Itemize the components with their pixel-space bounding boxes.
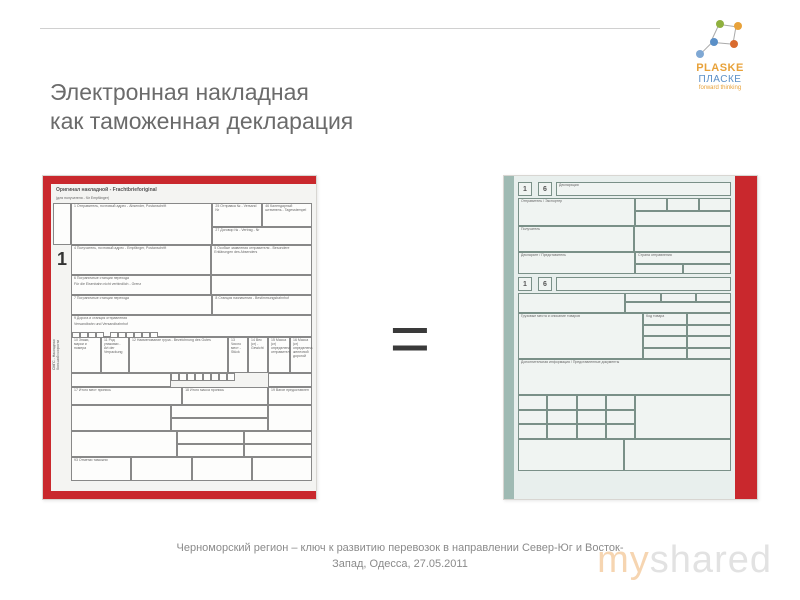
cd-docs: Дополнительная информация / Представленн… [519,360,730,366]
watermark: myshared [597,539,772,582]
field-origin-de: Versandbahn und Versandbahnhof [72,322,311,328]
cd-country: Страна отправления [636,253,730,259]
title-line-1: Электронная накладная [50,79,309,105]
molecule-icon [690,18,750,58]
field-total-pcs: 17 Итого мест пропись [72,388,181,394]
cd-recipient: Получатель [519,227,633,233]
field-contract: 27 Договор № - Vertrag - Nr [213,228,311,234]
field-total-mass: 18 Итого масса пропись [183,388,267,394]
side-label: СМГС - Накладная большой скорости [53,337,71,373]
brand-name-cyr: ПЛАСКЕ [670,74,770,85]
cd-declaration: Декларация [557,183,730,189]
waybill-form: Оригинал накладной - Frachtbrieforiginal… [53,186,312,489]
brand-name: PLASKE [670,62,770,74]
watermark-b: shared [650,539,772,581]
form-copy-number: 1 [57,250,67,270]
customs-form: 1 6 Декларация Отправитель / Экспортер П… [518,182,731,493]
field-packing: 11 Род упаковки - Art der Verpackung [102,338,128,355]
waybill-subheader: (для получателя - für Empfänger) [53,196,312,202]
slide-title: Электронная накладная как таможенная дек… [50,78,353,136]
cd-declarant: Декларант / Представитель [519,253,634,259]
box-6b: 6 [538,277,552,291]
field-mass-r: 16 Масса (кг) определена железной дорого… [291,338,311,359]
field-goods: 12 Наименование груза - Bezeichnung des … [130,338,227,344]
field-stamp: 46 Календарный штемпель - Tagesstempel [263,204,311,214]
field-transit: 7 Пограничные станции перехода [72,296,211,302]
footer-line-1: Черноморский регион – ключ к развитию пе… [177,542,624,554]
field-pieces: 13 Число мест - Stück [229,338,247,355]
field-dest: 8 Станция назначения - Bestimmungsbahnho… [213,296,311,302]
waybill-header: Оригинал накладной - Frachtbrieforiginal [53,186,312,196]
box-1: 1 [518,182,532,196]
field-customs-marks: 93 Отметки таможни [72,458,130,464]
field-marks: 10 Знаки, марки и номера [72,338,100,352]
brand-logo: PLASKE ПЛАСКЕ forward thinking [670,18,770,91]
field-sender: 1 Отправитель, почтовый адрес - Absender… [72,204,211,210]
waybill-document: Оригинал накладной - Frachtbrieforiginal… [42,175,317,500]
header-rule [40,28,660,29]
box-6: 6 [538,182,552,196]
cd-sender: Отправитель / Экспортер [519,199,634,205]
footer-line-2: Запад, Одесса, 27.05.2011 [332,558,468,570]
equals-sign: = [370,298,451,378]
field-mass-s: 15 Масса (кг) определена отправителем [269,338,289,355]
brand-tagline: forward thinking [670,85,770,91]
customs-declaration-document: 1 6 Декларация Отправитель / Экспортер П… [503,175,758,500]
field-recipient: 4 Получатель, почтовый адрес - Empfänger… [72,246,210,252]
field-border-b: Für die Eisenbahn nicht verbindlich - Gr… [72,282,210,288]
title-line-2: как таможенная декларация [50,108,353,134]
field-wagon: 19 Вагон предоставлен [269,388,311,394]
cd-code: Код товара [644,314,686,320]
field-weight: 14 Вес (кг) - Gewicht [249,338,267,352]
comparison-row: Оригинал накладной - Frachtbrieforiginal… [42,175,758,500]
field-dispatch-no: 25 Отправка № - Versand Nr [213,204,261,214]
watermark-a: my [597,539,650,581]
cd-goods: Грузовые места и описание товаров [519,314,642,320]
box-1b: 1 [518,277,532,291]
field-declarations: 5 Особые заявления отправителя - Besonde… [212,246,311,256]
